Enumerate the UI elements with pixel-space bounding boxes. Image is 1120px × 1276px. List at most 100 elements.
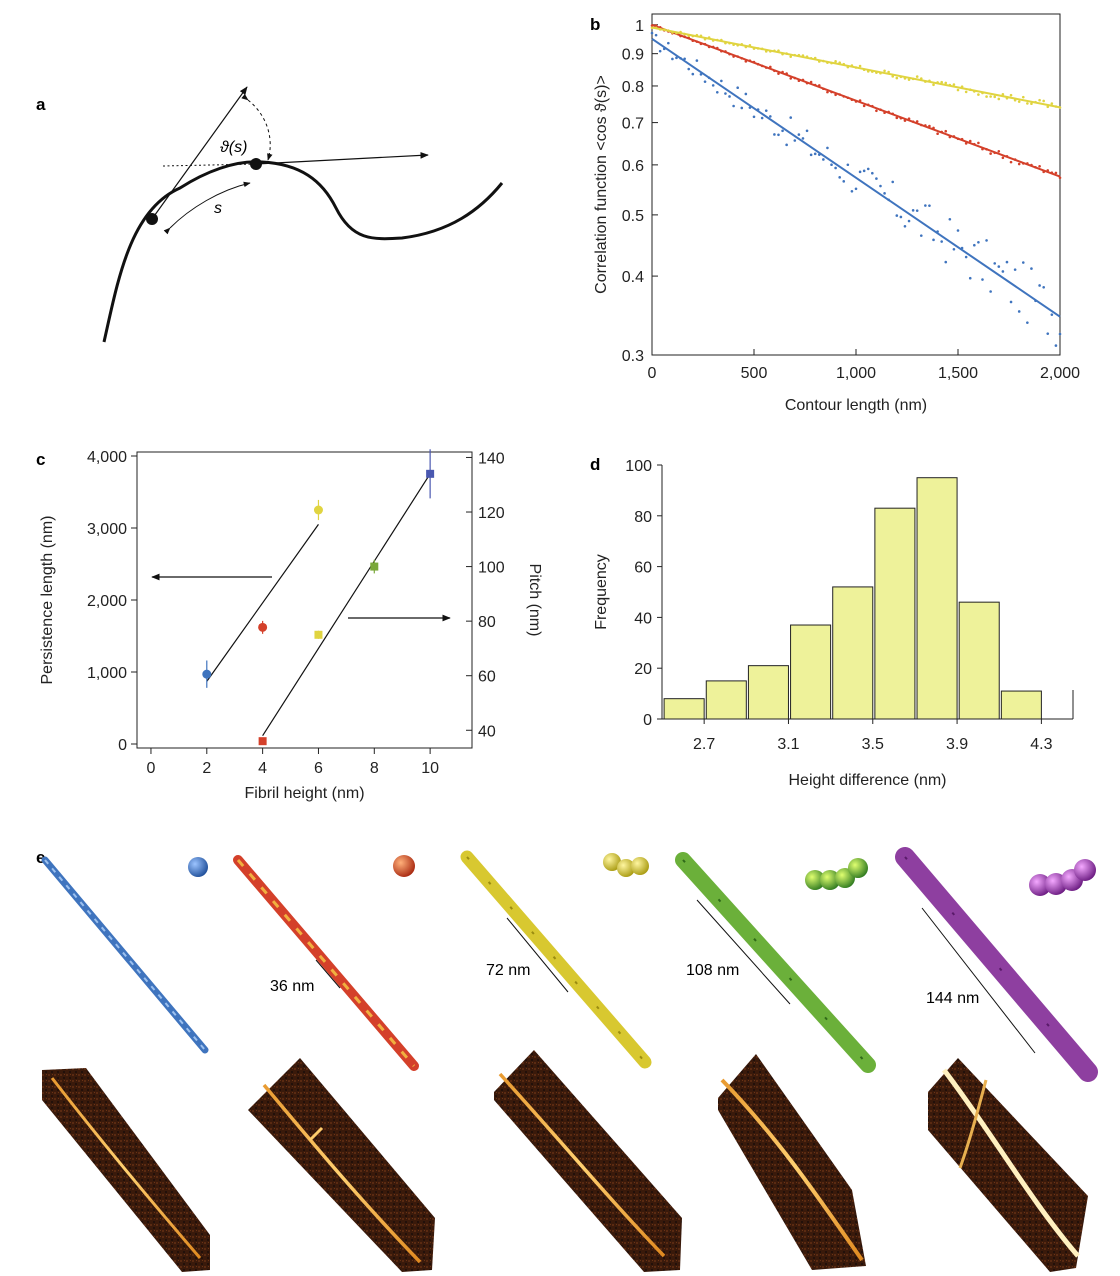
x-tick-label: 1,500: [938, 365, 978, 382]
pitch-label-144: 144 nm: [926, 990, 979, 1007]
data-point: [981, 278, 984, 281]
data-point: [797, 133, 801, 136]
panel-label-e: e: [36, 848, 45, 867]
afm-image-5: [928, 1058, 1088, 1272]
data-point: [777, 133, 780, 137]
point-2: [250, 158, 262, 170]
data-point: [895, 76, 899, 80]
data-point: [883, 69, 886, 73]
data-point: [1054, 171, 1058, 175]
histogram-bar: [663, 698, 705, 720]
data-point: [1009, 160, 1013, 164]
data-point: [1042, 99, 1045, 103]
data-point: [944, 129, 948, 133]
y-tick-label: 0: [118, 737, 127, 754]
data-point: [985, 239, 988, 242]
data-point: [789, 55, 793, 58]
y-tick-label: 0.6: [622, 158, 644, 175]
polymer-curve: [102, 160, 504, 343]
fibril-model-4: 108 nm: [675, 852, 876, 1073]
histogram-bar: [705, 680, 747, 720]
data-point: [932, 83, 935, 87]
data-point: [1046, 105, 1050, 109]
fit-line: [651, 38, 1061, 318]
data-point: [1005, 260, 1009, 264]
data-point: [809, 80, 813, 84]
fibril-model-5: 144 nm: [895, 847, 1098, 1082]
cross-section-5: [1029, 859, 1096, 896]
data-point: [736, 86, 739, 89]
data-point: [809, 153, 813, 157]
data-point: [805, 129, 809, 133]
x-tick-label: 3.5: [862, 736, 884, 753]
y-tick-label: 0: [643, 712, 652, 729]
y2-tick-label: 120: [478, 505, 505, 522]
data-point: [862, 104, 866, 108]
data-point: [985, 95, 988, 98]
panel-label-b: b: [590, 15, 600, 34]
x-tick-label: 4: [258, 760, 267, 777]
data-point: [907, 78, 911, 81]
afm-image-1: [42, 1068, 210, 1272]
afm-image-4: [718, 1054, 866, 1270]
data-point: [964, 255, 968, 259]
y-tick-label: 3,000: [87, 521, 127, 538]
x-tick-label: 500: [741, 365, 768, 382]
persistence-point: [258, 622, 268, 632]
y-tick-label: 0.7: [622, 116, 644, 133]
x-tick-label: 2,000: [1040, 365, 1080, 382]
y-tick-label: 0.5: [622, 208, 644, 225]
height-histogram: 0 20 40 60 80 100 2.7 3.1 3.5 3.9 4.3 Height differ…: [593, 458, 1074, 789]
data-point: [826, 90, 829, 94]
data-point: [813, 152, 817, 156]
reference-dotted-line: [162, 163, 259, 167]
data-point: [952, 247, 956, 251]
data-point: [932, 238, 935, 242]
data-point: [858, 170, 862, 174]
x-axis-label: Fibril height (nm): [244, 785, 364, 802]
y-tick-label: 0.4: [622, 269, 644, 286]
data-point: [964, 90, 968, 94]
y-axis-label: Persistence length (nm): [39, 516, 56, 685]
data-point: [940, 240, 943, 243]
fit-line: [651, 26, 1061, 109]
pitch-point: [370, 562, 379, 571]
data-point: [940, 80, 943, 84]
data-point: [671, 57, 674, 61]
s-label: s: [214, 200, 222, 217]
data-point: [903, 224, 907, 228]
data-point: [732, 104, 735, 108]
y-axis-label: Frequency: [593, 554, 610, 630]
data-point: [1021, 95, 1025, 99]
panel-d: d 0 20 40 60 80 100 2.7 3.1 3.5 3.9 4.3 Height diff…: [590, 455, 1074, 789]
data-point: [1017, 100, 1021, 103]
data-point: [658, 49, 662, 53]
data-point: [846, 163, 850, 167]
data-point: [956, 229, 960, 232]
data-point: [956, 88, 960, 92]
data-point: [1030, 267, 1033, 270]
y-tick-label: 60: [634, 560, 652, 577]
data-point: [834, 60, 837, 63]
data-point: [871, 171, 874, 175]
data-point: [801, 137, 805, 140]
data-point: [687, 67, 691, 71]
data-point: [993, 95, 997, 99]
y-tick-label: 2,000: [87, 593, 127, 610]
plot-frame: [651, 13, 1061, 356]
data-point: [850, 189, 854, 193]
data-point: [793, 139, 797, 142]
fibril-model-1: [41, 856, 209, 1054]
x-tick-label: 10: [421, 760, 439, 777]
data-point: [936, 132, 939, 135]
data-point: [883, 192, 886, 195]
y2-axis-label: Pitch (nm): [526, 564, 543, 637]
data-point: [752, 115, 756, 119]
data-point: [928, 124, 931, 128]
y-tick-label: 80: [634, 509, 652, 526]
data-point: [948, 217, 952, 221]
x-tick-label: 0: [648, 365, 657, 382]
y-axis-label: Correlation function <cos ϑ(s)>: [593, 75, 610, 294]
y-tick-label: 1: [635, 18, 644, 35]
